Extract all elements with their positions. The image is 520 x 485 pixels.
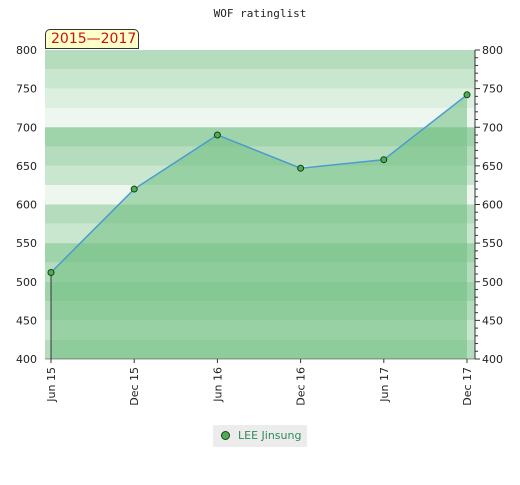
chart-title: WOF ratinglist	[214, 7, 307, 20]
data-point	[297, 164, 305, 172]
background-band	[45, 50, 475, 70]
series-line	[50, 94, 468, 274]
area-layer	[51, 94, 467, 360]
y-tick-label-right: 400	[482, 353, 503, 366]
y-tick-label-right: 550	[482, 237, 503, 250]
data-point	[463, 91, 471, 99]
y-tick-label-right: 450	[482, 314, 503, 327]
background-band	[45, 88, 475, 108]
y-tick-label-right: 600	[482, 199, 503, 212]
y-tick-label-left: 700	[16, 121, 37, 134]
data-point	[130, 185, 138, 193]
y-tick-label-right: 700	[482, 121, 503, 134]
y-tick-label-left: 650	[16, 160, 37, 173]
y-tick-label-left: 550	[16, 237, 37, 250]
period-badge-label: 2015—2017	[51, 31, 137, 47]
x-tick-label: Dec 15	[128, 367, 141, 406]
y-tick-label-left: 400	[16, 353, 37, 366]
y-tick-label-right: 750	[482, 83, 503, 96]
y-tick-label-right: 650	[482, 160, 503, 173]
x-tick-label: Dec 17	[461, 367, 474, 406]
legend-label: LEE Jinsung	[238, 429, 302, 442]
y-tick-label-left: 450	[16, 314, 37, 327]
y-tick-label-left: 600	[16, 199, 37, 212]
axes: 400 400 450 450 500 500 550 550 600 600 650 650 700 7…	[16, 44, 503, 406]
legend[interactable]: LEE Jinsung	[213, 425, 307, 447]
y-tick-label-right: 800	[482, 44, 503, 57]
series-area	[51, 94, 467, 360]
x-tick-label: Jun 17	[378, 367, 391, 403]
data-point	[380, 156, 388, 164]
background-band	[45, 107, 475, 128]
background-band	[45, 127, 475, 147]
x-tick-label: Jun 15	[45, 367, 58, 403]
data-point	[213, 131, 221, 139]
y-tick-label-left: 800	[16, 44, 37, 57]
y-tick-label-right: 500	[482, 276, 503, 289]
y-tick-label-left: 750	[16, 83, 37, 96]
period-badge: 2015—2017	[45, 29, 139, 49]
data-marks	[47, 91, 471, 276]
data-point	[47, 268, 55, 276]
legend-marker-icon	[221, 431, 230, 440]
y-tick-label-left: 500	[16, 276, 37, 289]
x-tick-label: Jun 16	[211, 367, 224, 403]
background-band	[45, 69, 475, 89]
x-tick-label: Dec 16	[295, 367, 308, 406]
